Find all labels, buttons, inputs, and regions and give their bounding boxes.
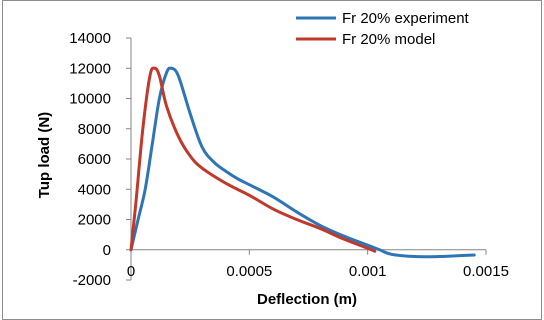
x-tick-label: 0.0005 [226, 263, 272, 280]
y-tick-label: -2000 [73, 272, 111, 289]
x-tick-label: 0 [127, 263, 135, 280]
x-tick-label: 0.0015 [463, 263, 509, 280]
y-tick-label: 8000 [78, 121, 111, 138]
series-layer [129, 66, 476, 259]
x-tick-label: 0.001 [349, 263, 387, 280]
legend: Fr 20% experiment Fr 20% model [296, 10, 470, 48]
legend-label: Fr 20% experiment [342, 10, 470, 27]
y-tick-label: 2000 [78, 212, 111, 229]
series-experiment-line [129, 66, 476, 259]
legend-item-experiment: Fr 20% experiment [296, 10, 470, 27]
series-model-line [129, 66, 377, 253]
y-tick-label: 4000 [78, 181, 111, 198]
y-axis-title: Tup load (N) [36, 112, 53, 198]
x-axis-title: Deflection (m) [257, 291, 357, 308]
y-tick-label: 0 [103, 242, 111, 259]
legend-label: Fr 20% model [342, 31, 435, 48]
y-tick-label: 12000 [69, 60, 111, 77]
y-tick-label: 10000 [69, 91, 111, 108]
y-tick-label: 14000 [69, 30, 111, 47]
y-tick-label: 6000 [78, 151, 111, 168]
legend-item-model: Fr 20% model [296, 31, 435, 48]
